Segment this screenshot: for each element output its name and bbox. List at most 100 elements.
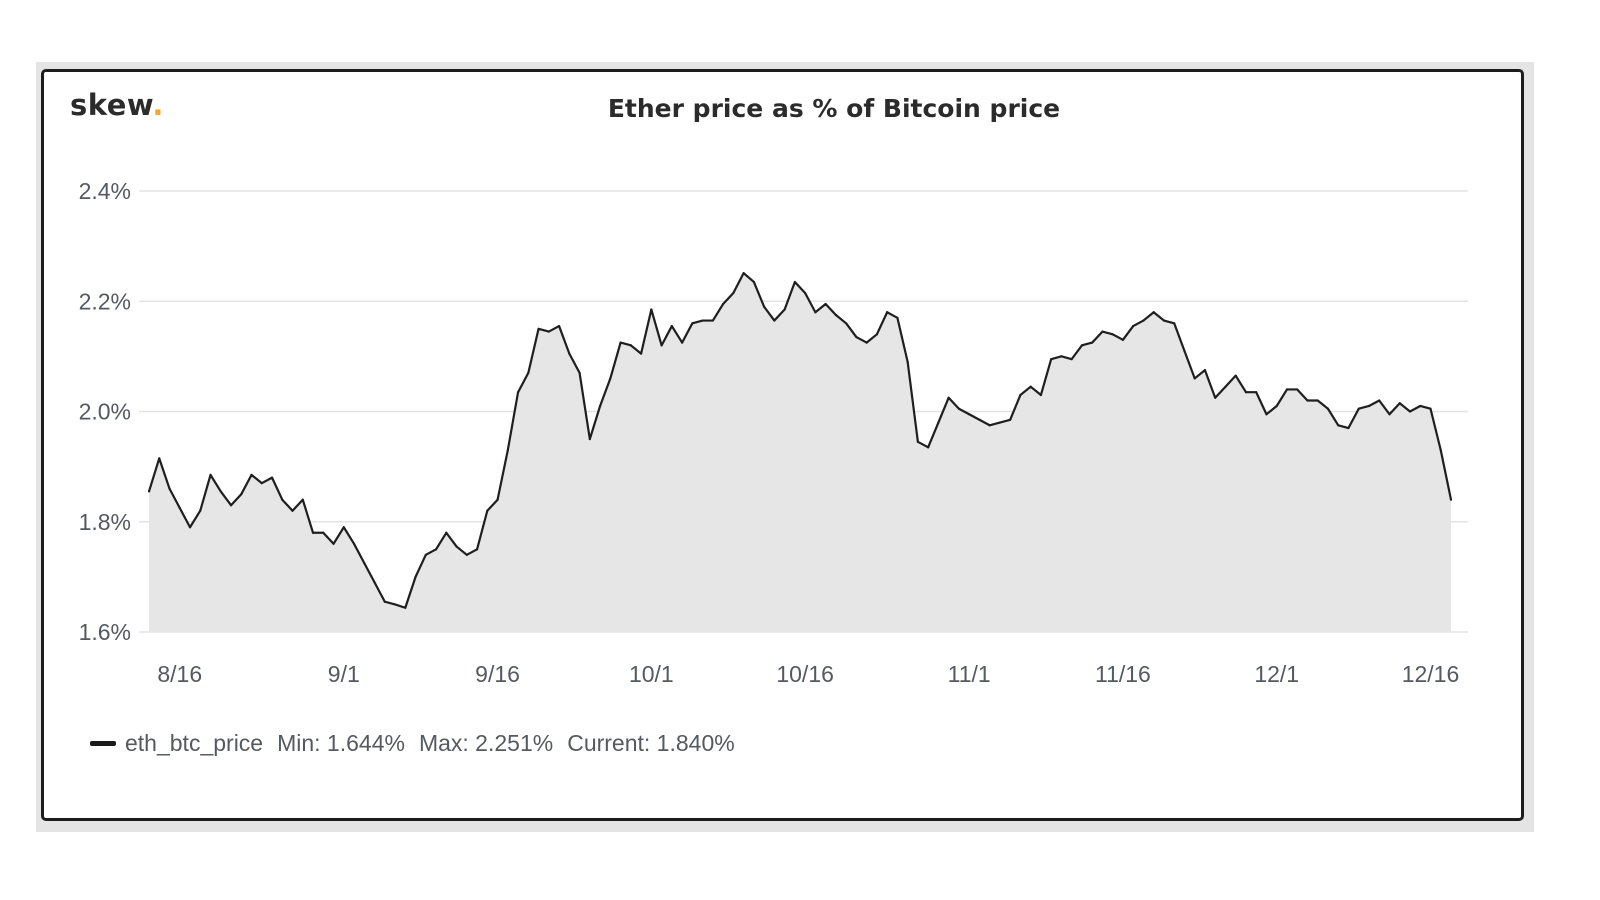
- data-point: [1449, 498, 1453, 501]
- data-point: [147, 490, 151, 493]
- x-axis-ticks: 8/16 9/1 9/16 10/1 10/16 11/1 11/16 12/1 12/16: [157, 661, 1459, 687]
- y-axis-ticks: 1.6% 1.8% 2.0% 2.2% 2.4%: [79, 178, 131, 645]
- data-point: [937, 421, 940, 424]
- data-point: [660, 344, 663, 347]
- series-line-eth-btc-price: [147, 272, 1453, 609]
- data-point: [1367, 404, 1371, 408]
- data-point: [978, 418, 981, 421]
- data-point: [363, 561, 366, 565]
- data-point: [219, 490, 222, 493]
- data-point: [1029, 385, 1032, 388]
- data-point: [722, 302, 725, 306]
- chart-card: skew. Ether price as % of Bitcoin price …: [41, 69, 1524, 821]
- data-point: [1439, 448, 1442, 452]
- data-point: [957, 407, 961, 410]
- data-point: [229, 504, 233, 507]
- logo-text: skew: [70, 88, 153, 122]
- data-point: [1265, 413, 1268, 416]
- data-point: [414, 575, 417, 578]
- data-point: [783, 308, 786, 311]
- data-point: [1111, 333, 1114, 336]
- data-point: [199, 509, 202, 512]
- x-tick-label: 10/16: [776, 661, 834, 687]
- data-point: [691, 322, 694, 325]
- data-point: [568, 352, 571, 355]
- data-point: [465, 553, 468, 556]
- data-point: [773, 319, 776, 322]
- data-point: [752, 280, 755, 284]
- data-point: [1121, 338, 1125, 341]
- y-tick-label: 2.2%: [79, 288, 131, 314]
- data-point: [1173, 322, 1176, 325]
- y-tick-label: 1.6%: [79, 619, 131, 645]
- data-point: [404, 606, 407, 609]
- data-point: [158, 457, 161, 460]
- data-point: [506, 448, 509, 452]
- data-point: [793, 280, 796, 284]
- data-point: [598, 404, 602, 408]
- data-point: [763, 305, 766, 308]
- data-point: [824, 302, 827, 306]
- data-point: [1326, 407, 1330, 410]
- legend-swatch: [90, 741, 116, 746]
- data-point: [1244, 391, 1248, 394]
- y-tick-label: 2.4%: [79, 178, 131, 204]
- data-point: [701, 319, 704, 322]
- data-point: [968, 413, 971, 416]
- data-point: [1193, 377, 1196, 380]
- data-point: [1306, 399, 1309, 402]
- data-point: [1060, 355, 1063, 358]
- data-point: [578, 371, 581, 375]
- data-point: [557, 324, 561, 328]
- data-point: [681, 341, 684, 344]
- x-tick-label: 12/16: [1402, 661, 1460, 687]
- data-point: [742, 272, 745, 275]
- data-point: [1009, 418, 1012, 421]
- data-point: [270, 476, 274, 479]
- data-point: [475, 548, 479, 551]
- data-point: [804, 291, 807, 295]
- data-point: [332, 542, 335, 545]
- data-point: [486, 509, 489, 512]
- x-tick-label: 11/1: [948, 661, 991, 687]
- data-point: [240, 493, 243, 496]
- data-point: [445, 531, 448, 534]
- data-point: [1357, 407, 1360, 410]
- data-point: [855, 335, 858, 339]
- x-tick-label: 8/16: [157, 661, 202, 687]
- data-point: [1183, 349, 1186, 352]
- data-point: [342, 526, 345, 529]
- data-point: [178, 506, 181, 510]
- data-point: [260, 482, 263, 485]
- data-point: [588, 437, 591, 441]
- legend-max: Max: 2.251%: [418, 730, 554, 756]
- data-point: [1132, 324, 1135, 328]
- data-point: [875, 333, 878, 336]
- data-point: [1316, 399, 1319, 402]
- data-point: [1296, 388, 1299, 391]
- data-point: [188, 526, 192, 529]
- logo-dot: .: [152, 88, 164, 122]
- data-point: [1378, 399, 1381, 402]
- data-point: [1142, 319, 1145, 322]
- data-point: [865, 341, 868, 344]
- data-point: [1255, 391, 1258, 394]
- data-point: [1224, 385, 1227, 388]
- data-point: [619, 341, 622, 344]
- data-point: [906, 360, 909, 363]
- data-point: [814, 311, 817, 314]
- skew-logo: skew.: [70, 88, 164, 122]
- data-point: [834, 313, 837, 317]
- data-point: [424, 553, 427, 556]
- data-point: [988, 424, 991, 427]
- data-point: [1214, 396, 1217, 399]
- data-point: [393, 603, 397, 606]
- data-point: [711, 319, 714, 322]
- data-point: [281, 498, 284, 501]
- data-point: [1419, 404, 1422, 408]
- data-point: [916, 440, 919, 443]
- data-point: [496, 498, 499, 501]
- data-point: [1162, 319, 1166, 322]
- legend-min: Min: 1.644%: [277, 730, 405, 756]
- data-point: [609, 377, 612, 380]
